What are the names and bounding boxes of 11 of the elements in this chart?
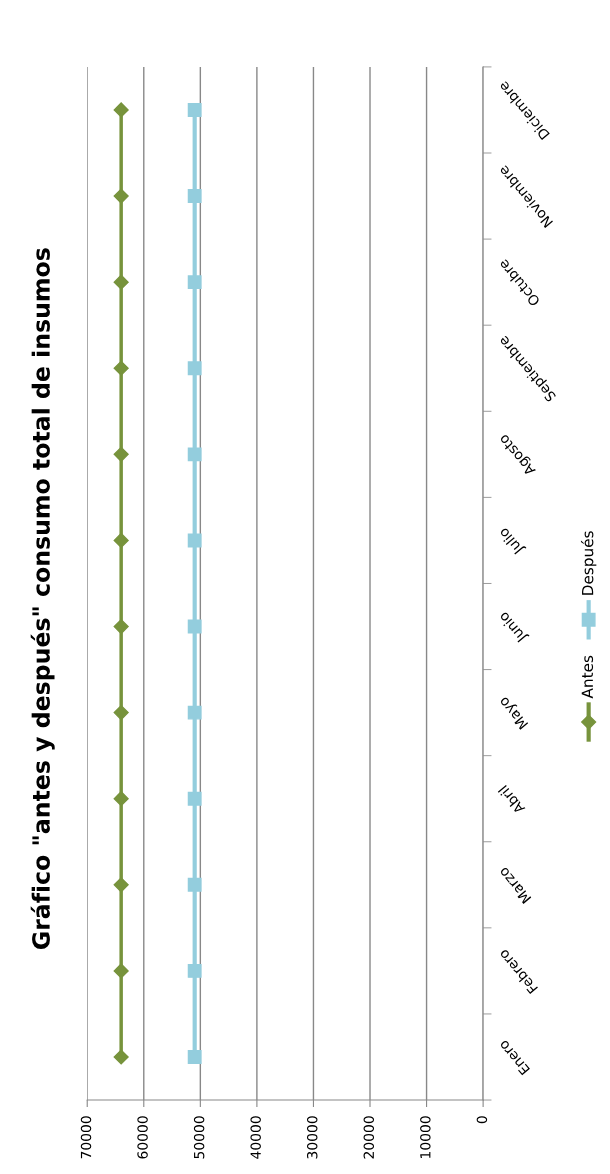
text: Gráfico "antes y después" consumo total de insumos [30, 248, 55, 950]
x-tick-label: 0 [476, 1116, 488, 1124]
x-tick-label: 40000 [250, 1116, 261, 1159]
text: Después [580, 531, 597, 595]
x-tick-label: 50000 [193, 1116, 205, 1159]
x-tick-label: 60000 [137, 1116, 148, 1159]
x-tick-label: 70000 [80, 1116, 92, 1159]
x-tick-label: 20000 [363, 1116, 375, 1159]
x-tick-label: 10000 [420, 1116, 431, 1158]
text: Antes [581, 655, 594, 699]
x-tick-label: 30000 [306, 1116, 318, 1159]
